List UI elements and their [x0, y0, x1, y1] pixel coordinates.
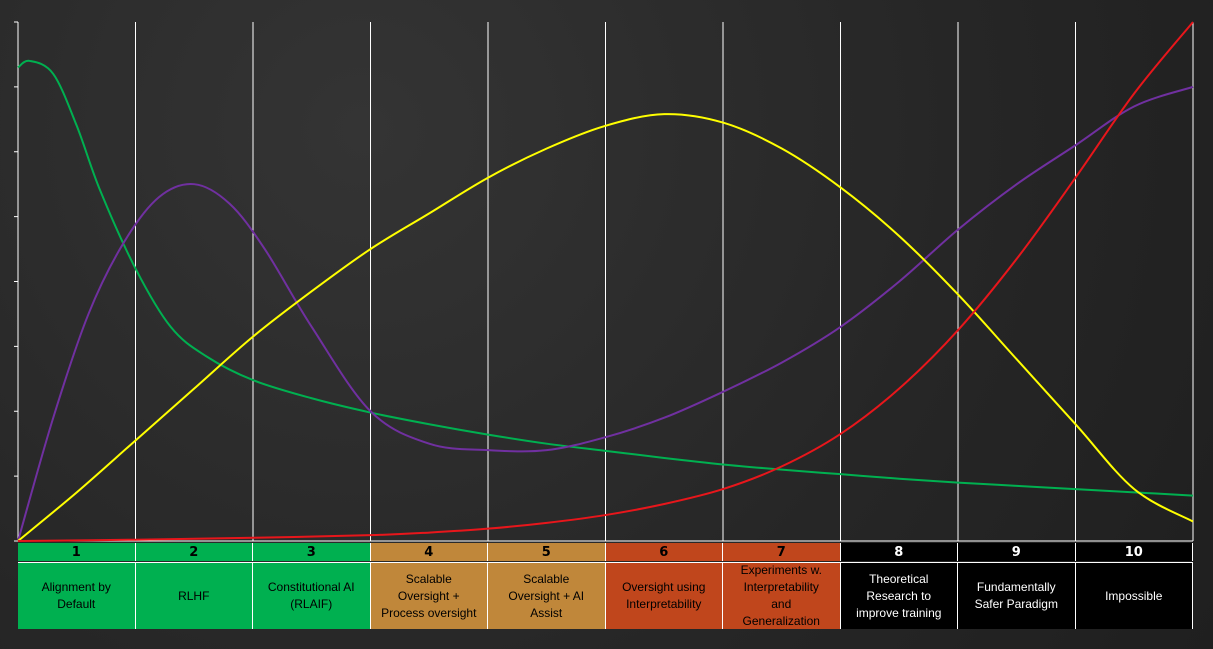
category-number: 9 [958, 543, 1076, 561]
category-label: Fundamentally Safer Paradigm [958, 562, 1076, 629]
category-label: Scalable Oversight + AI Assist [488, 562, 606, 629]
category-number: 8 [840, 543, 958, 561]
category-number: 5 [488, 543, 606, 561]
category-label: Theoretical Research to improve training [840, 562, 958, 629]
category-label: Impossible [1075, 562, 1193, 629]
series-line-green [17, 59, 1194, 497]
category-label: Oversight using Interpretability [605, 562, 723, 629]
series-line-yellow [17, 113, 1194, 542]
category-label: Alignment by Default [18, 562, 136, 629]
category-number: 6 [605, 543, 723, 561]
category-number: 3 [253, 543, 371, 561]
category-label: Experiments w. Interpretability and Gene… [723, 562, 841, 629]
series-line-purple [17, 85, 1194, 542]
category-number: 4 [370, 543, 488, 561]
category-number: 7 [723, 543, 841, 561]
category-number: 2 [135, 543, 253, 561]
category-label: RLHF [135, 562, 253, 629]
category-number: 10 [1075, 543, 1193, 561]
series-line-red [17, 21, 1194, 542]
category-label: Scalable Oversight + Process oversight [370, 562, 488, 629]
category-label: Constitutional AI (RLAIF) [253, 562, 371, 629]
category-number: 1 [18, 543, 136, 561]
